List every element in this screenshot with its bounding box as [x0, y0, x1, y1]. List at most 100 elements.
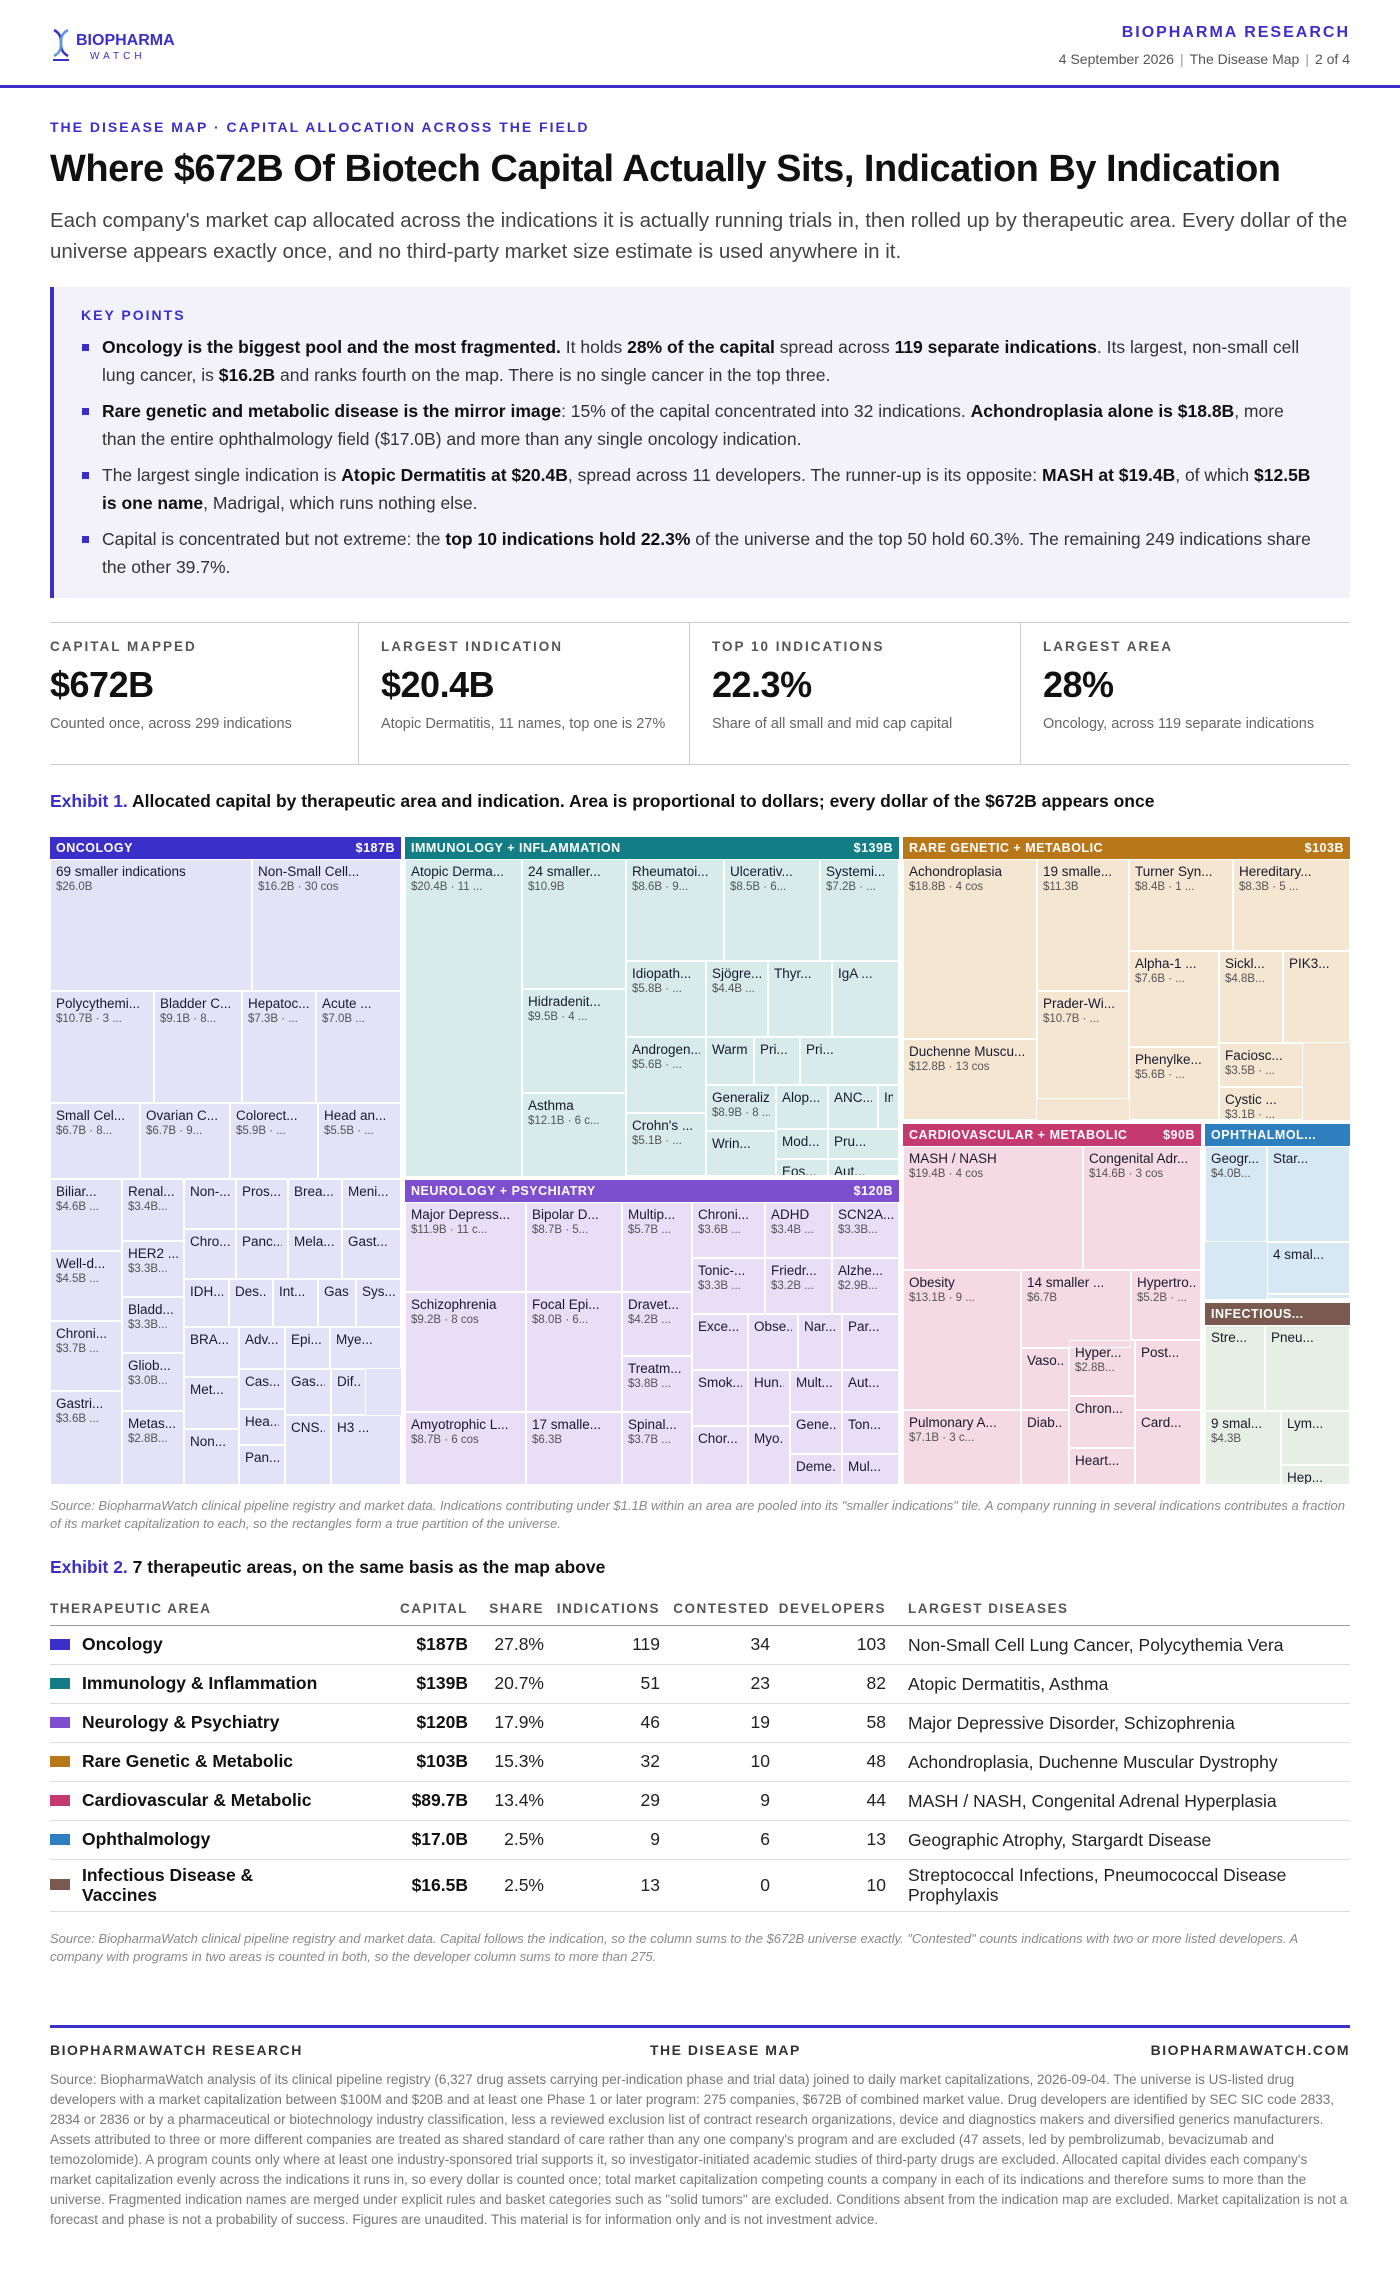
treemap-cell[interactable]: PIK3...: [1283, 951, 1350, 1043]
treemap-cell[interactable]: Metas... $2.8B...: [122, 1411, 184, 1485]
treemap-cell[interactable]: Mela...: [288, 1229, 342, 1279]
treemap-cell[interactable]: Duchenne Muscu... $12.8B · 13 cos: [903, 1039, 1037, 1120]
treemap-cell[interactable]: Major Depress... $11.9B · 11 c...: [405, 1202, 526, 1292]
treemap-cell[interactable]: Brea...: [288, 1179, 342, 1229]
treemap-cell[interactable]: Chron...: [1069, 1396, 1135, 1448]
treemap-cell[interactable]: Treatm... $3.8B ...: [622, 1356, 692, 1412]
treemap-cell[interactable]: Chro...: [184, 1229, 236, 1279]
treemap-cell[interactable]: Congenital Adr... $14.6B · 3 cos: [1083, 1146, 1201, 1270]
treemap-cell[interactable]: Hep...: [1281, 1465, 1350, 1485]
treemap-cell[interactable]: Gast...: [342, 1229, 401, 1279]
treemap-cell[interactable]: Adv...: [239, 1327, 285, 1369]
treemap-cell[interactable]: 9 smal... $4.3B: [1205, 1411, 1281, 1485]
treemap-cell[interactable]: Gene...: [790, 1412, 842, 1454]
treemap-cell[interactable]: Dravet... $4.2B ...: [622, 1292, 692, 1356]
treemap-cell[interactable]: 69 smaller indications $26.0B: [50, 859, 252, 991]
treemap-cell[interactable]: Mye...: [330, 1327, 401, 1369]
treemap-cell[interactable]: Lym...: [1281, 1411, 1350, 1465]
treemap-cell[interactable]: IDH...: [184, 1279, 229, 1327]
treemap-cell[interactable]: Met...: [184, 1377, 239, 1429]
treemap-cell[interactable]: Bipolar D... $8.7B · 5...: [526, 1202, 622, 1292]
treemap-cell[interactable]: Non...: [184, 1429, 239, 1485]
footer-right[interactable]: BIOPHARMAWATCH.COM: [1150, 2042, 1350, 2058]
treemap-cell[interactable]: Post...: [1135, 1340, 1201, 1410]
treemap-cell[interactable]: Hea...: [239, 1409, 285, 1445]
treemap-cell[interactable]: Hyper... $2.8B...: [1069, 1340, 1135, 1396]
treemap-cell[interactable]: Panc...: [236, 1229, 288, 1279]
treemap-cell[interactable]: Stre...: [1205, 1325, 1265, 1411]
treemap-area-header[interactable]: ONCOLOGY $187B: [50, 837, 401, 859]
treemap-cell[interactable]: Mul...: [842, 1454, 899, 1485]
treemap-cell[interactable]: 19 smalle... $11.3B: [1037, 859, 1129, 991]
treemap-cell[interactable]: Gas...: [318, 1279, 356, 1327]
treemap-cell[interactable]: Systemi... $7.2B · ...: [820, 859, 899, 961]
treemap-cell[interactable]: Dry...: [1267, 1294, 1350, 1299]
treemap-cell[interactable]: 24 smaller... $10.9B: [522, 859, 626, 989]
treemap-cell[interactable]: Mod...: [776, 1129, 828, 1159]
treemap-cell[interactable]: SCN2A... $3.3B...: [832, 1202, 899, 1258]
treemap-cell[interactable]: Alop...: [776, 1085, 828, 1129]
treemap-cell[interactable]: Sjögre... $4.4B ...: [706, 961, 768, 1037]
treemap-cell[interactable]: 14 smaller ... $6.7B: [1021, 1270, 1131, 1348]
treemap-cell[interactable]: Alzhe... $2.9B...: [832, 1258, 899, 1314]
treemap-cell[interactable]: Amyotrophic L... $8.7B · 6 cos: [405, 1412, 526, 1485]
treemap-cell[interactable]: Acute ... $7.0B ...: [316, 991, 401, 1103]
treemap-cell[interactable]: Sys...: [356, 1279, 401, 1327]
treemap-cell[interactable]: ADHD $3.4B ...: [765, 1202, 832, 1258]
treemap-cell[interactable]: CNS...: [285, 1415, 331, 1485]
treemap-cell[interactable]: Mult...: [790, 1370, 842, 1412]
treemap-cell[interactable]: Heart...: [1069, 1448, 1135, 1485]
treemap-cell[interactable]: Generaliz... $8.9B · 8 ...: [706, 1085, 776, 1131]
treemap-cell[interactable]: IgA ...: [832, 961, 899, 1037]
treemap-cell[interactable]: Chroni... $3.7B ...: [50, 1321, 122, 1391]
treemap-cell[interactable]: Crohn's ... $5.1B · ...: [626, 1113, 706, 1176]
treemap-cell[interactable]: Cystic ... $3.1B · ...: [1219, 1087, 1303, 1120]
treemap-cell[interactable]: Smok...: [692, 1370, 748, 1426]
treemap-cell[interactable]: Well-d... $4.5B ...: [50, 1251, 122, 1321]
treemap-cell[interactable]: Bladder C... $9.1B · 8...: [154, 991, 242, 1103]
treemap-cell[interactable]: Nar...: [798, 1314, 842, 1370]
treemap-cell[interactable]: Head an... $5.5B · ...: [318, 1103, 401, 1179]
treemap-cell[interactable]: Sickl... $4.8B...: [1219, 951, 1283, 1043]
treemap-cell[interactable]: HER2 ... $3.3B...: [122, 1241, 184, 1297]
treemap-cell[interactable]: MASH / NASH $19.4B · 4 cos: [903, 1146, 1083, 1270]
treemap-cell[interactable]: Focal Epi... $8.0B · 6...: [526, 1292, 622, 1412]
treemap-cell[interactable]: Chroni... $3.6B ...: [692, 1202, 765, 1258]
treemap-cell[interactable]: Exce...: [692, 1314, 748, 1370]
treemap-cell[interactable]: Hun...: [748, 1370, 790, 1426]
treemap-cell[interactable]: Prader-Wi... $10.7B · ...: [1037, 991, 1129, 1099]
treemap-cell[interactable]: Colorect... $5.9B · ...: [230, 1103, 318, 1179]
treemap-cell[interactable]: Hidradenit... $9.5B · 4 ...: [522, 989, 626, 1093]
treemap-cell[interactable]: Eos...: [776, 1159, 828, 1176]
treemap-cell[interactable]: Idiopath... $5.8B · ...: [626, 961, 706, 1037]
treemap-cell[interactable]: Multip... $5.7B ...: [622, 1202, 692, 1292]
treemap-cell[interactable]: Non-Small Cell... $16.2B · 30 cos: [252, 859, 401, 991]
treemap-area-header[interactable]: OPHTHALMOL...: [1205, 1124, 1350, 1146]
treemap-area-header[interactable]: CARDIOVASCULAR + METABOLIC $90B: [903, 1124, 1201, 1146]
treemap-cell[interactable]: Obesity $13.1B · 9 ...: [903, 1270, 1021, 1410]
treemap-cell[interactable]: Imm...: [878, 1085, 899, 1129]
treemap-cell[interactable]: Non-...: [184, 1179, 236, 1229]
treemap-cell[interactable]: Faciosc... $3.5B · ...: [1219, 1043, 1303, 1087]
treemap-cell[interactable]: Rheumatoi... $8.6B · 9...: [626, 859, 724, 961]
treemap-cell[interactable]: Meni...: [342, 1179, 401, 1229]
treemap-cell[interactable]: Ulcerativ... $8.5B · 6...: [724, 859, 820, 961]
treemap-cell[interactable]: Myo...: [748, 1426, 790, 1485]
treemap-cell[interactable]: Hereditary... $8.3B · 5 ...: [1233, 859, 1350, 951]
treemap-cell[interactable]: Atopic Derma... $20.4B · 11 ...: [405, 859, 522, 1178]
treemap-cell[interactable]: Renal... $3.4B...: [122, 1179, 184, 1241]
treemap-cell[interactable]: Deme...: [790, 1454, 842, 1485]
treemap-cell[interactable]: Biliar... $4.6B ...: [50, 1179, 122, 1251]
treemap-cell[interactable]: Star...: [1267, 1146, 1350, 1242]
treemap-cell[interactable]: Wrin...: [706, 1131, 776, 1176]
treemap-cell[interactable]: BRA...: [184, 1327, 239, 1377]
treemap-cell[interactable]: Epi...: [285, 1327, 330, 1369]
treemap-cell[interactable]: Thyr...: [768, 961, 832, 1037]
treemap-cell[interactable]: Tonic-... $3.3B ...: [692, 1258, 765, 1314]
treemap-cell[interactable]: H3 ...: [331, 1415, 401, 1485]
treemap-cell[interactable]: 4 smal...: [1267, 1242, 1350, 1294]
treemap-cell[interactable]: Asthma $12.1B · 6 c...: [522, 1093, 626, 1178]
treemap-area-header[interactable]: INFECTIOUS...: [1205, 1303, 1350, 1325]
treemap-cell[interactable]: Gastri... $3.6B ...: [50, 1391, 122, 1485]
treemap-cell[interactable]: Phenylke... $5.6B · ...: [1129, 1047, 1219, 1120]
